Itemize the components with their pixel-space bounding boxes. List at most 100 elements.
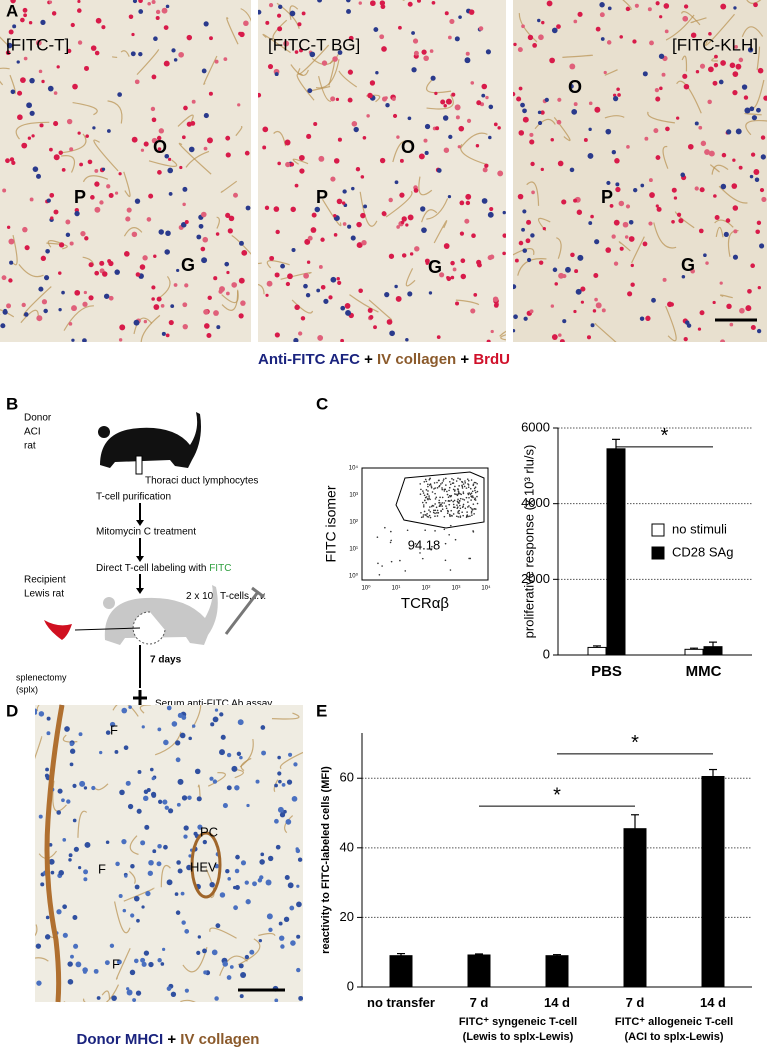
- x-tick-label: 10²: [422, 586, 431, 592]
- cell: [166, 705, 172, 711]
- cell: [639, 316, 645, 321]
- event: [438, 501, 440, 504]
- cell: [8, 29, 14, 35]
- cell: [522, 116, 529, 123]
- image-label: [FITC-KLH]: [672, 35, 758, 54]
- cell: [538, 34, 544, 41]
- cell: [94, 181, 100, 187]
- fiber: [180, 999, 196, 1002]
- event: [472, 503, 475, 505]
- fiber: [349, 294, 379, 313]
- cell: [695, 70, 700, 74]
- event: [429, 498, 431, 501]
- cell: [115, 861, 120, 867]
- cell: [614, 158, 620, 164]
- cell: [478, 26, 484, 31]
- event: [471, 490, 474, 493]
- cell: [725, 218, 731, 223]
- cell: [277, 755, 281, 760]
- stain: IV collagen: [180, 1031, 259, 1048]
- cell: [258, 938, 263, 943]
- event: [423, 510, 426, 513]
- cell: [411, 31, 415, 35]
- cell: [320, 284, 326, 290]
- cell: [20, 17, 25, 23]
- cell: [29, 77, 35, 84]
- cell: [522, 108, 527, 114]
- fiber: [292, 158, 309, 165]
- cell: [38, 69, 43, 74]
- cell: [72, 818, 77, 823]
- cell: [277, 771, 282, 776]
- cell: [226, 752, 232, 758]
- cell: [188, 854, 192, 858]
- event: [444, 542, 447, 545]
- event: [456, 504, 458, 506]
- cell: [454, 104, 461, 111]
- cell: [594, 239, 600, 245]
- x-axis-label: TCRαβ: [401, 595, 449, 612]
- cell: [551, 334, 558, 340]
- cell: [218, 289, 223, 294]
- event: [462, 491, 465, 493]
- cell: [318, 155, 325, 162]
- fiber: [101, 990, 111, 1000]
- cell: [191, 99, 196, 104]
- x-tick-label: 10³: [452, 586, 461, 592]
- cell: [436, 168, 442, 173]
- cell: [233, 192, 238, 198]
- event: [455, 480, 458, 482]
- cell: [455, 115, 460, 120]
- event: [433, 509, 435, 512]
- cell: [235, 854, 240, 860]
- cell: [367, 92, 373, 99]
- reagent: FITC: [209, 563, 231, 574]
- cell: [45, 248, 50, 254]
- event: [446, 493, 449, 496]
- cell: [653, 128, 659, 134]
- cell: [611, 234, 616, 239]
- cell: [94, 50, 100, 56]
- cell: [167, 167, 174, 174]
- fiber: [526, 181, 540, 206]
- fiber: [154, 731, 182, 756]
- cell: [283, 809, 287, 814]
- event: [426, 493, 429, 495]
- bar: [684, 648, 704, 656]
- hev-vessel: [190, 831, 222, 899]
- cell: [455, 301, 460, 306]
- cell: [544, 97, 549, 103]
- cell: [297, 22, 302, 27]
- cell: [669, 302, 674, 307]
- event: [431, 504, 434, 507]
- stain: IV collagen: [377, 351, 456, 368]
- cell: [184, 988, 189, 993]
- cell: [38, 711, 45, 717]
- event: [427, 498, 429, 501]
- region-label: P: [74, 187, 86, 207]
- cell: [649, 192, 655, 198]
- event: [450, 499, 453, 502]
- cell: [147, 870, 154, 876]
- cell: [611, 150, 617, 155]
- region-label: PC: [200, 824, 218, 839]
- cell: [521, 227, 525, 232]
- cell: [17, 90, 23, 96]
- event: [470, 479, 473, 481]
- event: [430, 486, 433, 489]
- cell: [239, 31, 245, 38]
- event: [467, 492, 469, 495]
- cell: [136, 808, 142, 814]
- cell: [228, 215, 235, 222]
- cell: [35, 711, 38, 715]
- cell: [337, 137, 342, 142]
- cell: [157, 727, 162, 732]
- cell: [144, 824, 150, 830]
- cell: [198, 223, 204, 229]
- event: [458, 500, 461, 502]
- cell: [225, 212, 231, 218]
- cell: [238, 277, 245, 284]
- cell: [549, 57, 555, 64]
- event: [465, 487, 468, 489]
- cell: [350, 235, 356, 241]
